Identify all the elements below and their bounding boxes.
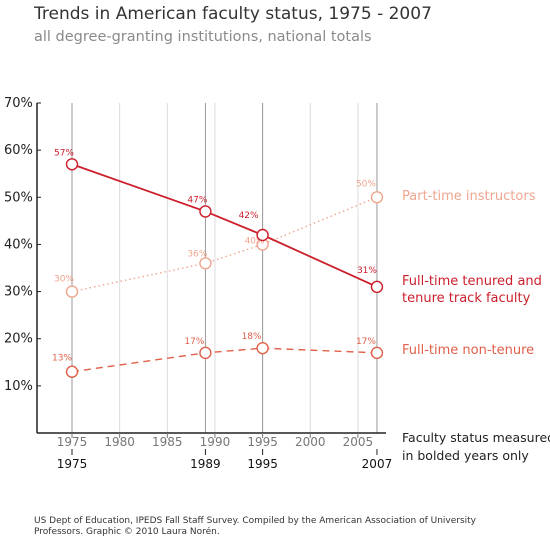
axis-note-line: in bolded years only <box>402 448 529 463</box>
data-label: 31% <box>357 266 377 276</box>
y-tick-label: 50% <box>4 190 33 205</box>
data-point <box>199 257 212 270</box>
data-label: 36% <box>187 249 207 259</box>
series-label: tenure track faculty <box>402 291 531 306</box>
data-point <box>370 346 384 360</box>
series-line <box>71 347 377 373</box>
x-tick-label: 1990 <box>200 435 231 449</box>
series-line <box>71 163 378 288</box>
x-tick-label: 2000 <box>295 435 326 449</box>
data-label: 13% <box>52 354 72 364</box>
y-tick-label: 70% <box>4 96 33 111</box>
series-label: Part-time instructors <box>402 189 536 204</box>
data-label: 50% <box>356 179 376 189</box>
x-tick-label: 1995 <box>247 435 278 449</box>
data-point <box>370 191 384 204</box>
data-point <box>256 228 269 242</box>
y-tick-label: 30% <box>4 285 33 300</box>
y-tick-label: 40% <box>4 237 33 252</box>
bold-year-label: 1975 <box>57 457 88 471</box>
data-point <box>65 365 79 378</box>
data-point <box>199 205 212 218</box>
chart-title: Trends in American faculty status, 1975 … <box>34 4 432 24</box>
data-point <box>370 280 384 294</box>
data-label: 17% <box>356 337 376 347</box>
axis-note-line: Faculty status measured <box>402 430 550 445</box>
data-point <box>199 346 212 360</box>
series-label: Full-time non-tenure <box>402 343 534 358</box>
y-tick-label: 10% <box>4 379 33 394</box>
x-tick-label: 1975 <box>57 435 88 449</box>
x-tick-label: 1980 <box>104 435 135 449</box>
data-label: 42% <box>239 211 259 221</box>
y-tick-label: 20% <box>4 332 33 347</box>
series-label: Full-time tenured and <box>402 274 542 289</box>
data-point <box>65 158 79 171</box>
data-label: 57% <box>54 148 74 158</box>
data-label: 30% <box>54 275 74 285</box>
data-label: 47% <box>187 195 207 205</box>
data-label: 40% <box>245 236 265 246</box>
data-point <box>65 285 79 298</box>
bold-year-label: 1989 <box>190 457 221 471</box>
data-point <box>256 341 269 355</box>
data-label: 18% <box>242 332 262 342</box>
x-tick-label: 1985 <box>152 435 183 449</box>
y-tick-label: 60% <box>4 143 33 158</box>
data-label: 17% <box>184 337 204 347</box>
x-tick-label: 2005 <box>343 435 374 449</box>
series-line <box>71 196 378 293</box>
chart-subtitle: all degree-granting institutions, nation… <box>34 29 372 45</box>
bold-year-label: 2007 <box>362 457 393 471</box>
source-note: US Dept of Education, IPEDS Fall Staff S… <box>34 516 477 537</box>
bold-year-label: 1995 <box>247 457 278 471</box>
